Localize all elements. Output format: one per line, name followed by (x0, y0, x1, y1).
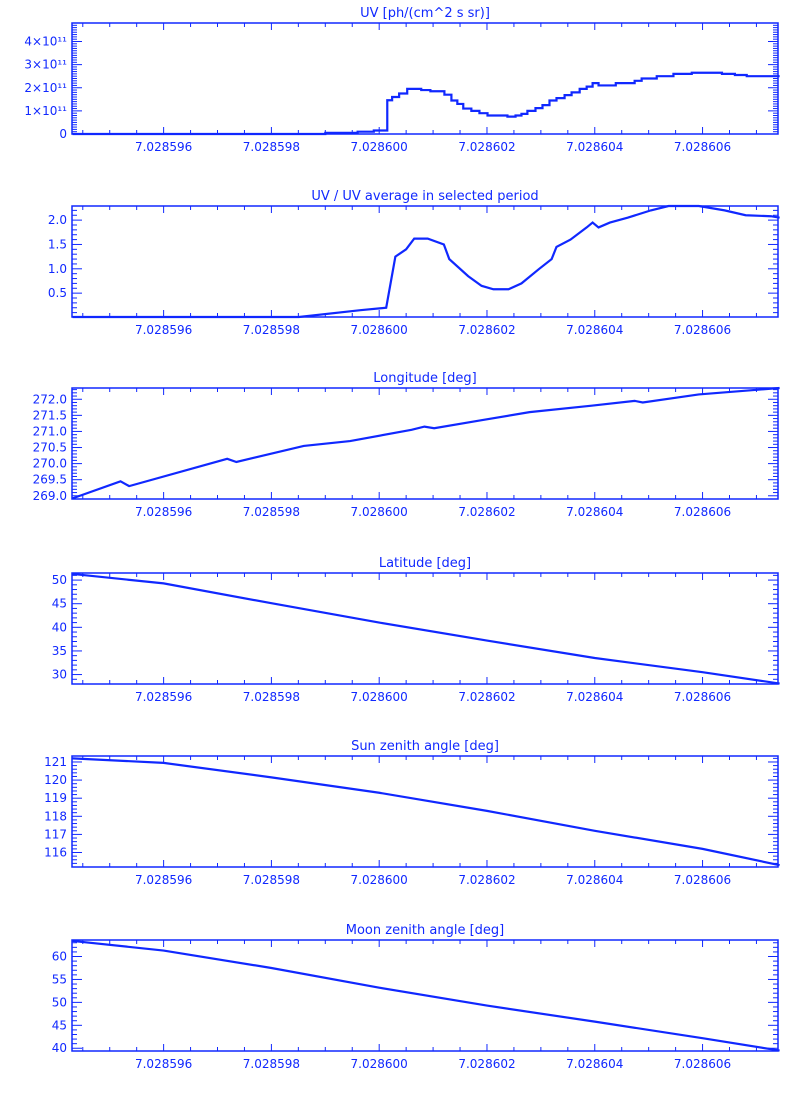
y-tick-label: 35 (52, 644, 67, 658)
x-tick-label: 7.028600 (351, 140, 408, 154)
y-tick-label: 30 (52, 668, 67, 682)
x-tick-label: 7.028596 (135, 505, 192, 519)
panel-5: Sun zenith angle [deg] 7.028596 7.028598 7.… (44, 739, 780, 887)
x-tick-label: 7.028602 (458, 1057, 515, 1071)
series-line (72, 939, 780, 1052)
x-tick-label: 7.028604 (566, 140, 623, 154)
y-tick-label: 2×10¹¹ (24, 81, 67, 95)
x-tick-label: 7.028596 (135, 140, 192, 154)
y-tick-label: 269.0 (33, 489, 67, 503)
plot-frame (71, 755, 779, 868)
x-tick-label: 7.028606 (674, 323, 731, 337)
panel-title: Moon zenith angle [deg] (346, 923, 504, 938)
x-tick-label: 7.028604 (566, 1057, 623, 1071)
x-tick-label: 7.028600 (351, 873, 408, 887)
panel-3: Longitude [deg] 7.028596 7.028598 7.028600 7… (33, 371, 780, 519)
plot-frame (71, 939, 779, 1052)
x-tick-label: 7.028606 (674, 873, 731, 887)
x-tick-label: 7.028596 (135, 1057, 192, 1071)
y-tick-label: 60 (52, 950, 67, 964)
y-tick-label: 2.0 (48, 213, 67, 227)
x-tick-label: 7.028598 (243, 505, 300, 519)
series-line (72, 204, 780, 319)
x-tick-label: 7.028598 (243, 873, 300, 887)
x-tick-label: 7.028600 (351, 323, 408, 337)
x-tick-label: 7.028602 (458, 505, 515, 519)
y-tick-label: 271.0 (33, 424, 67, 438)
y-tick-label: 45 (52, 597, 67, 611)
y-tick-label: 270.5 (33, 441, 67, 455)
x-tick-label: 7.028598 (243, 690, 300, 704)
y-tick-label: 50 (52, 573, 67, 587)
x-tick-label: 7.028602 (458, 323, 515, 337)
panel-6: Moon zenith angle [deg] 7.028596 7.028598 7… (52, 923, 780, 1071)
y-tick-label: 0.5 (48, 286, 67, 300)
panel-4: Latitude [deg] 7.028596 7.028598 7.028600 7.… (52, 556, 780, 704)
y-tick-label: 45 (52, 1018, 67, 1032)
x-tick-label: 7.028596 (135, 323, 192, 337)
x-tick-label: 7.028602 (458, 873, 515, 887)
x-tick-label: 7.028600 (351, 1057, 408, 1071)
y-tick-label: 117 (44, 827, 67, 841)
x-tick-label: 7.028606 (674, 505, 731, 519)
panel-title: UV [ph/(cm^2 s sr)] (360, 6, 490, 21)
y-tick-label: 40 (52, 620, 67, 634)
x-tick-label: 7.028606 (674, 690, 731, 704)
series-line (72, 386, 780, 500)
x-tick-label: 7.028602 (458, 690, 515, 704)
x-tick-label: 7.028598 (243, 323, 300, 337)
x-tick-label: 7.028604 (566, 873, 623, 887)
series-line (72, 572, 780, 685)
x-tick-label: 7.028598 (243, 1057, 300, 1071)
plot-frame (71, 22, 779, 135)
panel-2: UV / UV average in selected period 7.0285… (48, 189, 780, 337)
x-tick-label: 7.028600 (351, 690, 408, 704)
y-tick-label: 271.5 (33, 408, 67, 422)
x-tick-label: 7.028600 (351, 505, 408, 519)
panel-title: UV / UV average in selected period (311, 189, 538, 204)
y-tick-label: 50 (52, 995, 67, 1009)
series-line (72, 71, 780, 136)
y-tick-label: 1.5 (48, 237, 67, 251)
y-tick-label: 270.0 (33, 457, 67, 471)
panel-title: Sun zenith angle [deg] (351, 739, 499, 754)
panel-title: Latitude [deg] (379, 556, 471, 571)
panel-title: Longitude [deg] (373, 371, 476, 386)
y-tick-label: 269.5 (33, 473, 67, 487)
x-tick-label: 7.028596 (135, 873, 192, 887)
y-tick-label: 1×10¹¹ (24, 104, 67, 118)
y-tick-label: 119 (44, 791, 67, 805)
y-tick-label: 55 (52, 972, 67, 986)
series-line (72, 757, 780, 867)
plot-frame (71, 387, 779, 500)
x-tick-label: 7.028606 (674, 1057, 731, 1071)
x-tick-label: 7.028606 (674, 140, 731, 154)
panel-1: UV [ph/(cm^2 s sr)] 7.028596 7.028598 7.028… (24, 6, 780, 154)
y-tick-label: 3×10¹¹ (24, 58, 67, 72)
y-tick-label: 1.0 (48, 262, 67, 276)
y-tick-label: 120 (44, 773, 67, 787)
y-tick-label: 272.0 (33, 392, 67, 406)
x-tick-label: 7.028604 (566, 323, 623, 337)
x-tick-label: 7.028598 (243, 140, 300, 154)
y-tick-label: 40 (52, 1041, 67, 1055)
x-tick-label: 7.028604 (566, 505, 623, 519)
x-tick-label: 7.028602 (458, 140, 515, 154)
y-tick-label: 4×10¹¹ (24, 35, 67, 49)
y-tick-label: 121 (44, 755, 67, 769)
y-tick-label: 0 (59, 127, 67, 141)
y-tick-label: 118 (44, 809, 67, 823)
y-tick-label: 116 (44, 846, 67, 860)
x-tick-label: 7.028604 (566, 690, 623, 704)
x-tick-label: 7.028596 (135, 690, 192, 704)
plot-frame (71, 572, 779, 685)
plot-frame (71, 205, 779, 318)
